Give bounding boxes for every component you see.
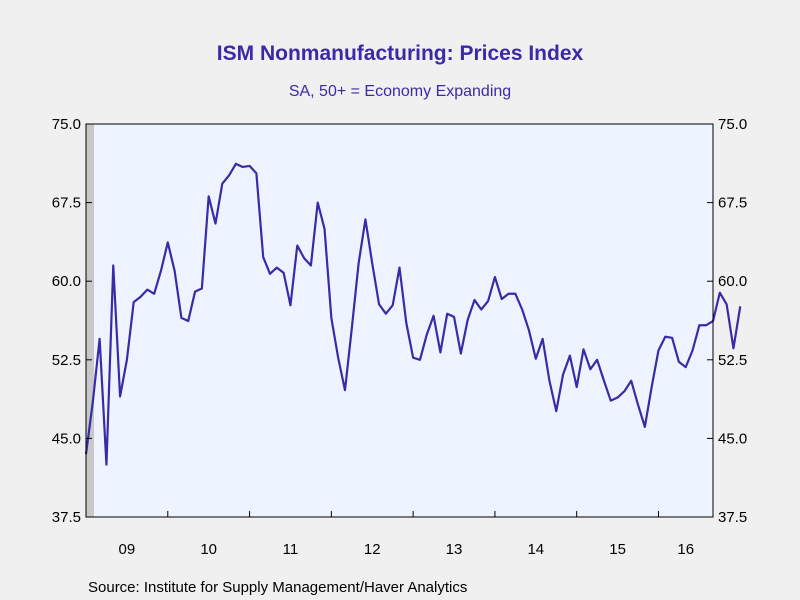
y-tick-label-left-1: 67.5 [52, 195, 81, 212]
chart-subtitle: SA, 50+ = Economy Expanding [289, 83, 511, 100]
x-tick-label-2: 11 [283, 541, 299, 558]
shaded-period [86, 124, 94, 517]
source-note: Source: Institute for Supply Management/… [88, 579, 467, 596]
chart-title: ISM Nonmanufacturing: Prices Index [217, 42, 584, 65]
y-tick-label-left-4: 45.0 [52, 430, 81, 447]
plot-area [86, 124, 713, 517]
x-tick-label-5: 14 [527, 541, 544, 558]
y-tick-label-left-0: 75.0 [52, 116, 81, 133]
x-tick-label-7: 16 [677, 541, 694, 558]
y-tick-label-right-3: 52.5 [718, 352, 747, 369]
y-tick-label-left-5: 37.5 [52, 509, 81, 526]
y-tick-label-right-0: 75.0 [718, 116, 747, 133]
y-tick-label-right-2: 60.0 [718, 273, 747, 290]
plot-content [84, 162, 742, 466]
y-tick-label-left-2: 60.0 [52, 273, 81, 290]
x-tick-label-3: 12 [364, 541, 381, 558]
plot-frame [85, 123, 714, 518]
x-tick-label-1: 10 [200, 541, 217, 558]
x-tick-label-0: 09 [119, 541, 136, 558]
y-tick-label-right-5: 37.5 [718, 509, 747, 526]
x-tick-label-4: 13 [446, 541, 463, 558]
y-tick-label-right-4: 45.0 [718, 430, 747, 447]
y-tick-label-right-1: 67.5 [718, 195, 747, 212]
series-line [84, 162, 742, 466]
y-tick-label-left-3: 52.5 [52, 352, 81, 369]
x-tick-label-6: 15 [609, 541, 626, 558]
